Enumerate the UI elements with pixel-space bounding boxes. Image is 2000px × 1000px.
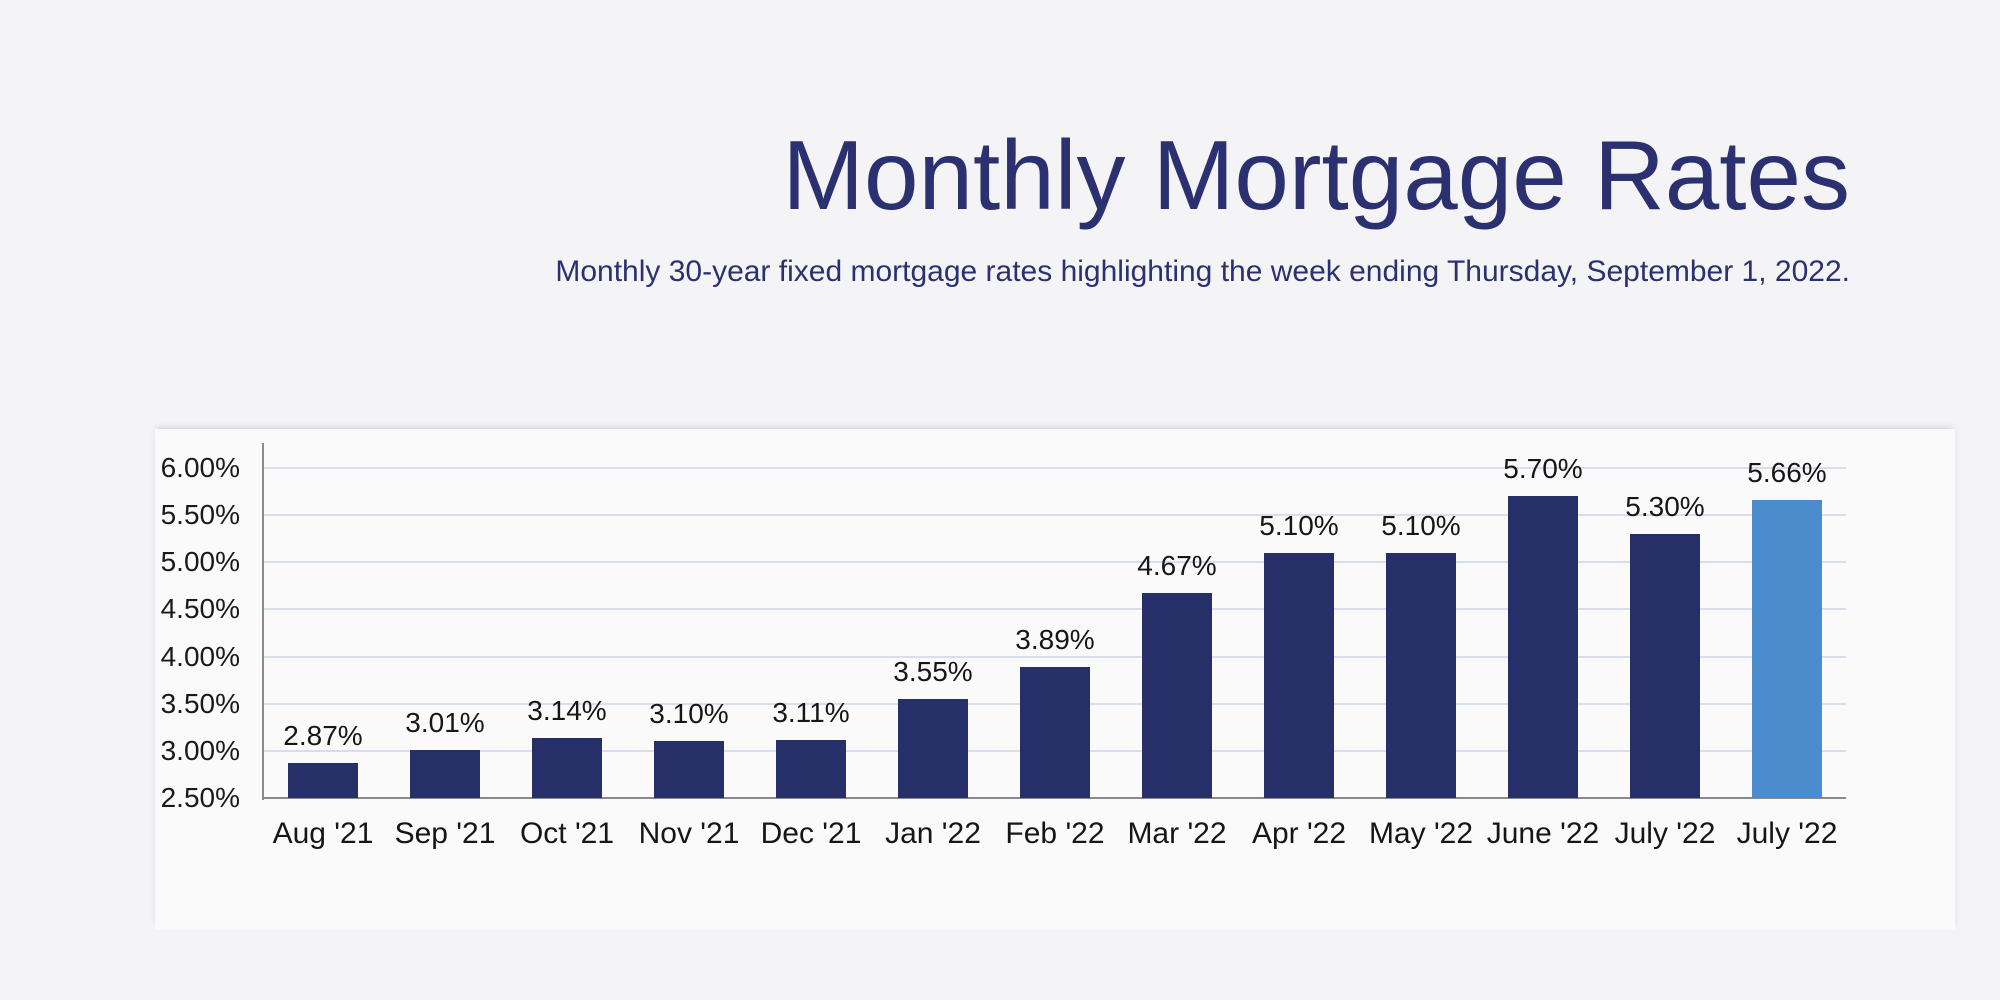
x-axis-category-label: July '22 bbox=[1736, 817, 1838, 850]
gridline bbox=[262, 466, 1846, 469]
y-axis-tick-label: 4.50% bbox=[160, 593, 240, 625]
x-axis-category-label: Oct '21 bbox=[519, 817, 615, 850]
bar-value-label: 3.14% bbox=[527, 694, 607, 726]
x-axis-category-label: Nov '21 bbox=[638, 817, 740, 850]
bar bbox=[1630, 533, 1700, 798]
gridline bbox=[262, 561, 1846, 564]
chart-title: Monthly Mortgage Rates bbox=[782, 120, 1850, 230]
bar-highlighted bbox=[1752, 499, 1822, 798]
bar bbox=[1508, 496, 1578, 798]
bar-value-label: 5.10% bbox=[1381, 509, 1461, 541]
x-axis-category-label: Apr '22 bbox=[1251, 817, 1347, 850]
y-axis-tick-label: 2.50% bbox=[160, 782, 240, 813]
bar bbox=[1142, 593, 1212, 798]
chart-subtitle: Monthly 30-year fixed mortgage rates hig… bbox=[555, 255, 1850, 288]
bar-value-label: 3.01% bbox=[405, 706, 485, 738]
bar bbox=[898, 698, 968, 798]
bar-value-label: 3.11% bbox=[772, 697, 850, 729]
x-axis-line bbox=[262, 797, 1846, 799]
x-axis-category-label: Jan '22 bbox=[885, 817, 981, 850]
bar bbox=[654, 741, 724, 798]
gridline bbox=[262, 514, 1846, 516]
y-axis-tick-label: 3.50% bbox=[160, 687, 240, 719]
bar-value-label: 4.67% bbox=[1137, 550, 1217, 582]
bar bbox=[532, 737, 602, 798]
y-axis-tick-label: 3.00% bbox=[160, 734, 240, 766]
x-axis-category-label: Feb '22 bbox=[1005, 817, 1105, 850]
bar-value-label: 5.30% bbox=[1625, 490, 1705, 522]
y-axis-tick-label: 5.50% bbox=[160, 499, 240, 530]
x-axis-category-label: Sep '21 bbox=[394, 817, 496, 850]
y-axis-tick-label: 4.00% bbox=[160, 640, 240, 672]
bar bbox=[288, 763, 358, 798]
bar bbox=[1264, 552, 1334, 798]
x-axis-category-label: July '22 bbox=[1614, 817, 1716, 850]
gridline bbox=[262, 608, 1846, 611]
bar bbox=[410, 749, 480, 798]
x-axis-category-label: May '22 bbox=[1368, 817, 1474, 850]
x-axis-category-label: Aug '21 bbox=[272, 817, 374, 850]
y-axis-tick-label: 5.00% bbox=[160, 546, 240, 578]
bar-value-label: 3.10% bbox=[649, 698, 729, 730]
bar-value-label: 5.66% bbox=[1747, 456, 1827, 488]
bar bbox=[1020, 666, 1090, 798]
bar-value-label: 3.89% bbox=[1015, 623, 1095, 655]
bar-value-label: 5.70% bbox=[1503, 453, 1583, 485]
bar-value-label: 2.87% bbox=[283, 720, 363, 752]
bar bbox=[776, 740, 846, 798]
x-axis-category-label: Mar '22 bbox=[1127, 817, 1227, 850]
bar bbox=[1386, 552, 1456, 798]
y-axis-line bbox=[262, 443, 264, 800]
x-axis-category-label: Dec '21 bbox=[760, 817, 862, 850]
y-axis-tick-label: 6.00% bbox=[160, 451, 240, 483]
gridline bbox=[262, 655, 1846, 658]
bar-value-label: 3.55% bbox=[893, 655, 973, 687]
bar-value-label: 5.10% bbox=[1259, 509, 1339, 541]
x-axis-category-label: June '22 bbox=[1486, 817, 1600, 850]
